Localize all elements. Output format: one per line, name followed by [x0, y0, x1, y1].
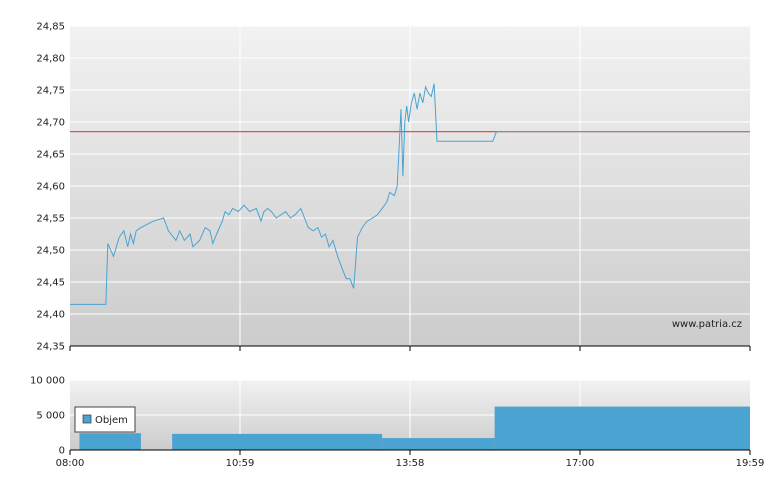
volume-bar	[172, 433, 383, 450]
price-grid	[70, 25, 750, 346]
price-y-tick-label: 24,70	[36, 118, 65, 129]
volume-y-tick-label: 10 000	[30, 376, 65, 387]
price-y-tick-label: 24,35	[36, 342, 65, 353]
volume-y-tick-label: 0	[59, 446, 65, 457]
price-y-tick-label: 24,40	[36, 310, 65, 321]
volume-bars	[79, 406, 750, 450]
price-panel: 24,35 24,40 24,45 24,50 24,55 24,60 24,65 24,70…	[36, 22, 751, 353]
price-y-tick-label: 24,85	[36, 22, 65, 33]
price-y-tick-label: 24,50	[36, 246, 65, 257]
price-y-tick-label: 24,65	[36, 150, 65, 161]
price-y-tick-label: 24,80	[36, 54, 65, 65]
price-series-line	[70, 83, 750, 305]
price-y-tick-label: 24,75	[36, 86, 65, 97]
legend-label: Objem	[95, 415, 128, 426]
price-x-tick-marks	[69, 346, 751, 351]
price-y-tick-label: 24,45	[36, 278, 65, 289]
price-y-tick-label: 24,60	[36, 182, 65, 193]
x-tick-label: 08:00	[56, 458, 85, 469]
volume-x-axis: 08:00 10:59 13:58 17:00 19:59	[56, 450, 765, 469]
volume-bar	[494, 406, 750, 450]
price-y-tick-label: 24,55	[36, 214, 65, 225]
x-tick-label: 10:59	[226, 458, 255, 469]
volume-y-axis: 0 5 000 10 000	[30, 376, 65, 457]
legend: Objem	[74, 406, 136, 433]
x-tick-label: 17:00	[566, 458, 595, 469]
x-tick-label: 13:58	[396, 458, 425, 469]
watermark: www.patria.cz	[672, 319, 742, 330]
volume-bar	[382, 438, 495, 450]
volume-y-tick-label: 5 000	[36, 411, 65, 422]
volume-panel: 0 5 000 10 000 08:00 10:59 13:58 17:00 19:59 O…	[30, 376, 764, 470]
volume-bar	[79, 433, 141, 450]
x-tick-label: 19:59	[736, 458, 765, 469]
legend-swatch-icon	[82, 414, 92, 424]
price-y-axis: 24,35 24,40 24,45 24,50 24,55 24,60 24,65 24,70…	[36, 22, 65, 353]
